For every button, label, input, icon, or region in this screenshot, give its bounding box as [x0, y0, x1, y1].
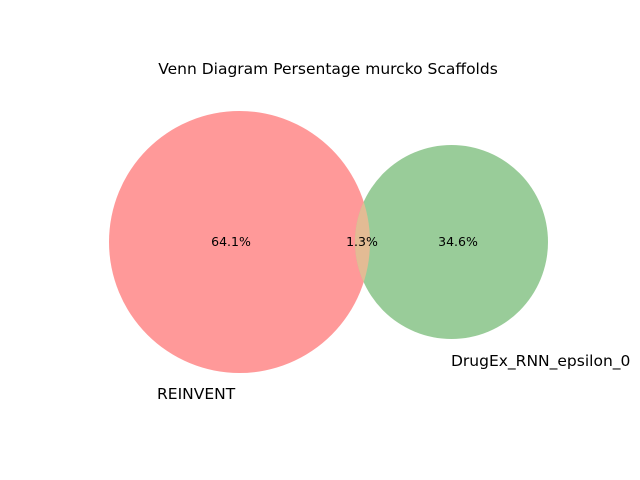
region-a-only-label: 64.1%: [211, 234, 251, 249]
region-overlap-label: 1.3%: [346, 234, 378, 249]
set-b-label: DrugEx_RNN_epsilon_0: [451, 352, 630, 371]
set-a-label: REINVENT: [157, 385, 236, 403]
set-b-circle: [355, 145, 548, 339]
diagram-title: Venn Diagram Persentage murcko Scaffolds: [158, 60, 498, 78]
region-b-only-label: 34.6%: [438, 234, 478, 249]
set-a-circle: [109, 111, 370, 373]
